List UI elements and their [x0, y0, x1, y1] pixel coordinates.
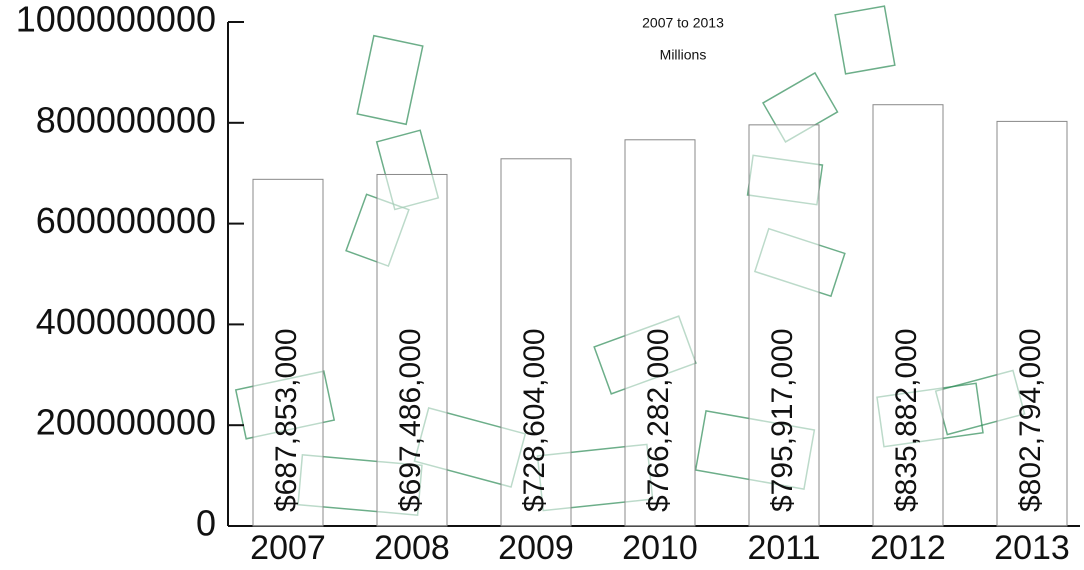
- y-tick-label: 800000000: [36, 99, 216, 140]
- x-tick-label: 2013: [994, 529, 1070, 567]
- value-label: $766,282,000: [642, 328, 675, 512]
- y-tick-label: 200000000: [36, 402, 216, 443]
- bar: [252, 178, 324, 527]
- bar: [376, 173, 448, 527]
- subtitle: 2007 to 2013: [642, 15, 724, 31]
- y-tick-label: 400000000: [36, 301, 216, 342]
- value-label: $835,882,000: [890, 328, 923, 512]
- value-label: $802,794,000: [1014, 328, 1047, 512]
- x-tick-label: 2009: [498, 529, 574, 567]
- x-tick-label: 2008: [374, 529, 450, 567]
- y-tick-label: 600000000: [36, 200, 216, 241]
- bar: [500, 158, 572, 527]
- bar: [624, 139, 696, 527]
- y-tick-label: 1000000000: [16, 0, 216, 40]
- value-label: $687,853,000: [270, 328, 303, 512]
- unit-note: Millions: [660, 47, 707, 63]
- bar: [872, 104, 944, 527]
- y-tick-label: 0: [196, 503, 216, 544]
- x-tick-label: 2007: [250, 529, 326, 567]
- value-label: $795,917,000: [766, 328, 799, 512]
- bar: [996, 120, 1068, 527]
- x-tick-label: 2010: [622, 529, 698, 567]
- value-label: $697,486,000: [394, 328, 427, 512]
- x-tick-label: 2012: [870, 529, 946, 567]
- value-label: $728,604,000: [518, 328, 551, 512]
- bar: [748, 124, 820, 527]
- x-tick-label: 2011: [747, 529, 820, 567]
